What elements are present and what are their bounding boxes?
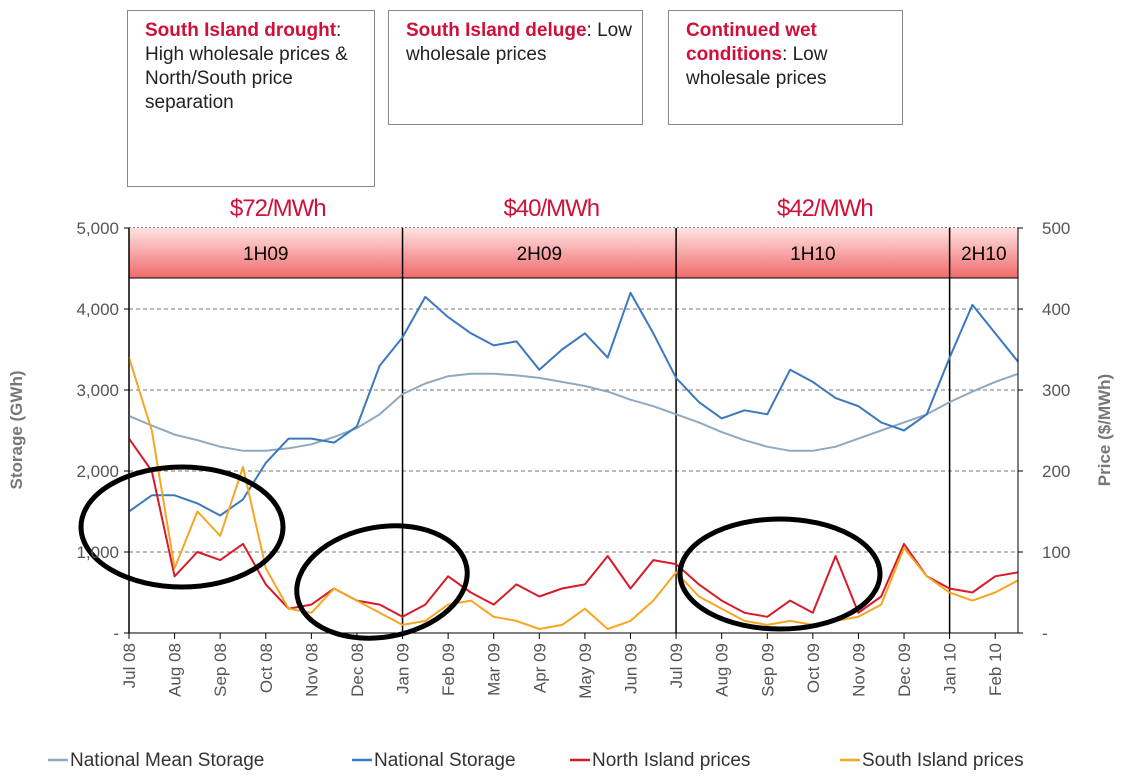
legend-label: National Storage	[374, 750, 516, 771]
x-tick-label: Oct 09	[804, 643, 823, 693]
x-tick-label: Nov 09	[849, 643, 868, 697]
legend-label: South Island prices	[862, 750, 1024, 771]
period-label: 2H09	[517, 244, 562, 265]
highlight-ellipses	[78, 464, 883, 641]
series-line	[128, 372, 1019, 452]
x-tick-label: Feb 09	[439, 643, 458, 696]
y-tick-label: 1,000	[76, 543, 119, 562]
series-line	[128, 438, 1019, 618]
y2-tick-label: 100	[1042, 543, 1070, 562]
y2-tick-label: 400	[1042, 300, 1070, 319]
ellipse	[677, 516, 883, 632]
series-line	[128, 291, 1019, 517]
x-tick-label: Jan 10	[941, 643, 960, 694]
ellipse	[294, 523, 470, 641]
annotation-heading: South Island drought	[145, 20, 337, 41]
y-tick-label: 2,000	[76, 462, 119, 481]
annotation-heading: Continued wet conditions	[686, 20, 817, 65]
x-tick-label: Aug 09	[713, 643, 732, 697]
period-band	[676, 228, 950, 278]
period-label: 1H10	[790, 244, 835, 265]
annotation-text: : Low wholesale prices	[686, 44, 828, 89]
y-tick-label: 4,000	[76, 300, 119, 319]
x-tick-label: Sep 09	[758, 643, 777, 697]
x-tick-label: May 09	[576, 643, 595, 699]
period-band	[402, 228, 677, 278]
annotation-box: South Island drought: High wholesale pri…	[127, 10, 375, 187]
x-tick-label: Jul 09	[667, 643, 686, 688]
period-price: $72/MWh	[230, 195, 326, 222]
x-tick-label: Jan 09	[394, 643, 413, 694]
legend-label: National Mean Storage	[70, 750, 264, 771]
period-label: 1H09	[243, 244, 288, 265]
x-tick-label: Sep 08	[211, 643, 230, 697]
x-tick-label: Aug 08	[166, 643, 185, 697]
series-line	[128, 357, 1019, 630]
ellipse	[78, 464, 286, 590]
period-label: 2H10	[961, 244, 1006, 265]
y-tick-label: 5,000	[76, 219, 119, 238]
x-tick-label: Nov 08	[302, 643, 321, 697]
annotation-box: Continued wet conditions: Low wholesale …	[668, 10, 903, 125]
x-tick-label: Apr 09	[530, 643, 549, 693]
y-tick-label: -	[113, 624, 119, 643]
x-tick-label: Mar 09	[485, 643, 504, 696]
legend-label: North Island prices	[592, 750, 750, 771]
y-tick-label: 3,000	[76, 381, 119, 400]
annotation-heading: South Island deluge	[406, 20, 587, 41]
y-axis-label: Storage (GWh)	[7, 371, 26, 490]
annotation-text: : Low wholesale prices	[406, 20, 632, 65]
period-price: $42/MWh	[777, 195, 873, 222]
y2-tick-label: -	[1042, 624, 1048, 643]
x-tick-label: Dec 08	[348, 643, 367, 697]
period-price: $40/MWh	[503, 195, 599, 222]
x-tick-label: Oct 08	[257, 643, 276, 693]
x-tick-label: Dec 09	[895, 643, 914, 697]
y2-tick-label: 500	[1042, 219, 1070, 238]
annotation-box: South Island deluge: Low wholesale price…	[388, 10, 643, 125]
annotation-text: : High wholesale prices & North/South pr…	[145, 20, 348, 113]
period-band	[949, 228, 1018, 278]
y2-axis-label: Price ($/MWh)	[1095, 374, 1114, 486]
y2-tick-label: 300	[1042, 381, 1070, 400]
period-band	[129, 228, 403, 278]
y2-tick-label: 200	[1042, 462, 1070, 481]
x-tick-label: Jul 08	[120, 643, 139, 688]
x-tick-label: Jun 09	[621, 643, 640, 694]
x-tick-label: Feb 10	[986, 643, 1005, 696]
